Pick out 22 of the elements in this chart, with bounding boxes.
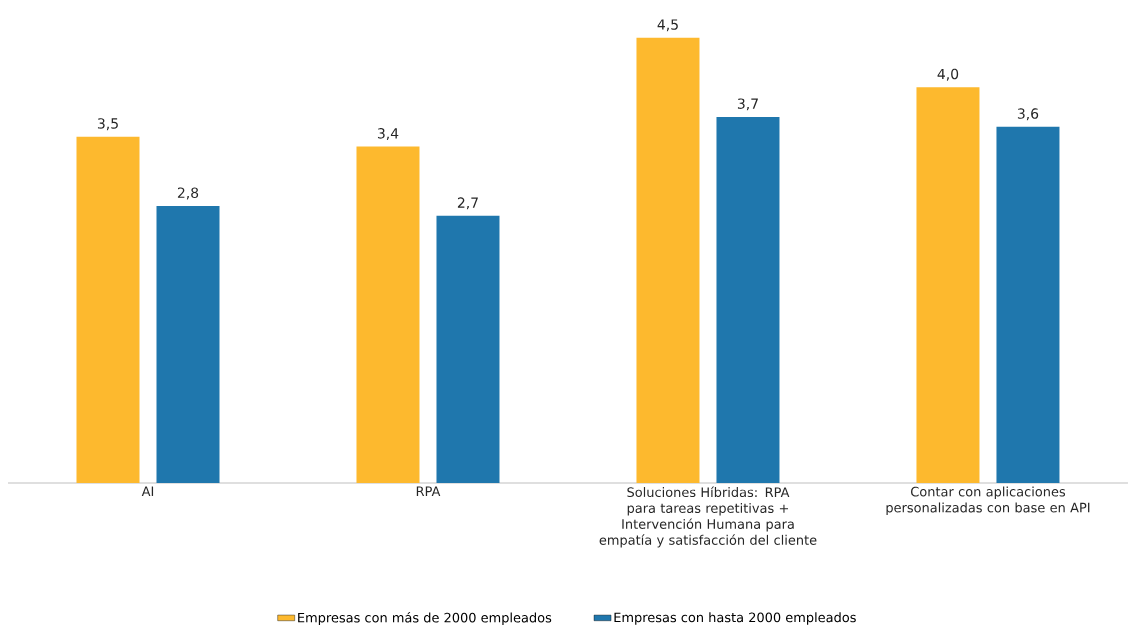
bar bbox=[996, 126, 1060, 483]
data-label: 3,7 bbox=[737, 98, 758, 111]
x-tick-label: AI bbox=[141, 486, 154, 496]
bar bbox=[716, 116, 780, 483]
x-tick-label: RPA bbox=[416, 486, 441, 496]
data-label: 3,4 bbox=[377, 128, 399, 141]
data-label: 3,6 bbox=[1017, 108, 1039, 121]
data-label: 3,5 bbox=[97, 118, 118, 131]
data-label: 4,0 bbox=[937, 68, 959, 81]
bar bbox=[156, 205, 220, 483]
data-label: 2,8 bbox=[177, 187, 199, 200]
legend-label: Empresas con más de 2000 empleados bbox=[298, 611, 552, 626]
bar bbox=[636, 37, 700, 483]
data-label: 4,5 bbox=[657, 19, 678, 32]
x-tick-label: Contar con aplicaciones personalizadas con base en API bbox=[886, 486, 1090, 515]
x-tick-label: Soluciones Híbridas: RPA para tareas repetitivas + Intervención Humana para empatía y satisfacción del cliente bbox=[599, 486, 817, 548]
bar bbox=[356, 146, 420, 483]
bar bbox=[76, 136, 140, 483]
data-label: 2,7 bbox=[457, 197, 478, 210]
legend-label: Empresas con hasta 2000 empleados bbox=[614, 612, 856, 625]
bar bbox=[436, 215, 500, 483]
bar bbox=[916, 87, 980, 483]
